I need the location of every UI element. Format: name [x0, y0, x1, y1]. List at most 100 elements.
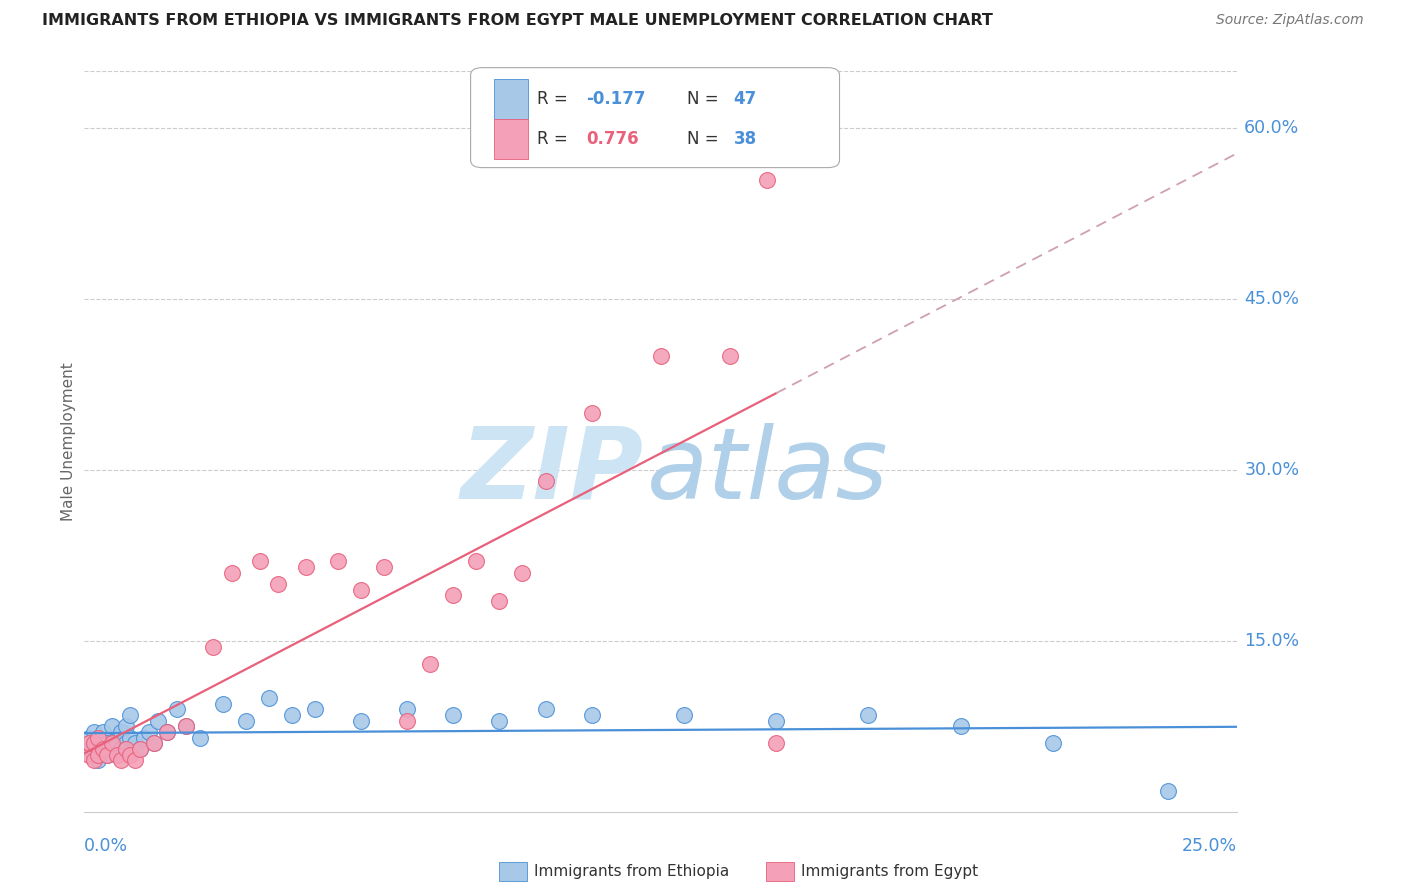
Point	[235, 714, 257, 728]
Point	[87, 747, 110, 762]
Point	[765, 714, 787, 728]
Point	[949, 719, 972, 733]
Point	[156, 725, 179, 739]
Text: 0.776: 0.776	[586, 130, 638, 148]
Point	[87, 754, 110, 768]
Point	[83, 754, 105, 768]
Point	[124, 754, 146, 768]
Point	[91, 742, 114, 756]
Point	[488, 594, 510, 608]
Point	[373, 559, 395, 574]
Point	[120, 707, 142, 722]
Point	[512, 566, 534, 580]
Point	[83, 725, 105, 739]
Point	[142, 736, 165, 750]
FancyBboxPatch shape	[494, 78, 529, 120]
Point	[304, 702, 326, 716]
Point	[581, 707, 603, 722]
Point	[77, 742, 100, 756]
FancyBboxPatch shape	[471, 68, 839, 168]
Text: 30.0%: 30.0%	[1244, 461, 1299, 479]
Point	[350, 582, 373, 597]
Point	[138, 725, 160, 739]
Point	[465, 554, 488, 568]
Point	[174, 719, 197, 733]
Point	[858, 707, 880, 722]
Point	[441, 707, 464, 722]
Y-axis label: Male Unemployment: Male Unemployment	[60, 362, 76, 521]
Text: Immigrants from Ethiopia: Immigrants from Ethiopia	[534, 864, 730, 879]
Text: 60.0%: 60.0%	[1244, 120, 1299, 137]
Point	[419, 657, 441, 671]
Point	[105, 736, 128, 750]
Point	[105, 747, 128, 762]
Point	[765, 736, 787, 750]
Point	[142, 736, 165, 750]
Point	[441, 588, 464, 602]
Point	[124, 736, 146, 750]
Text: 47: 47	[734, 90, 756, 108]
Text: ZIP: ZIP	[461, 423, 644, 520]
Text: R =: R =	[537, 130, 574, 148]
Point	[488, 714, 510, 728]
Point	[110, 725, 132, 739]
Text: -0.177: -0.177	[586, 90, 645, 108]
Point	[350, 714, 373, 728]
Point	[77, 731, 100, 745]
Text: R =: R =	[537, 90, 574, 108]
Point	[211, 697, 233, 711]
Point	[115, 742, 138, 756]
Point	[581, 406, 603, 420]
Point	[101, 736, 124, 750]
Text: 38: 38	[734, 130, 756, 148]
Point	[174, 719, 197, 733]
Point	[120, 731, 142, 745]
Text: 15.0%: 15.0%	[1244, 632, 1299, 650]
Point	[534, 475, 557, 489]
Point	[202, 640, 225, 654]
Point	[96, 747, 118, 762]
Point	[77, 736, 100, 750]
FancyBboxPatch shape	[494, 119, 529, 160]
Point	[101, 742, 124, 756]
Point	[91, 725, 114, 739]
Point	[257, 690, 280, 705]
Point	[534, 702, 557, 716]
Point	[128, 742, 150, 756]
Point	[134, 731, 156, 745]
Text: 45.0%: 45.0%	[1244, 290, 1299, 308]
Point	[650, 349, 672, 363]
Point	[672, 707, 695, 722]
Point	[166, 702, 188, 716]
Point	[146, 714, 169, 728]
Point	[96, 747, 118, 762]
Point	[87, 731, 110, 745]
Text: N =: N =	[688, 130, 724, 148]
Point	[120, 747, 142, 762]
Text: 25.0%: 25.0%	[1182, 837, 1237, 855]
Point	[249, 554, 271, 568]
Point	[91, 742, 114, 756]
Point	[96, 736, 118, 750]
Point	[128, 742, 150, 756]
Text: Source: ZipAtlas.com: Source: ZipAtlas.com	[1216, 13, 1364, 28]
Text: atlas: atlas	[647, 423, 889, 520]
Point	[83, 747, 105, 762]
Point	[221, 566, 243, 580]
Text: 0.0%: 0.0%	[84, 837, 128, 855]
Point	[115, 736, 138, 750]
Text: Immigrants from Egypt: Immigrants from Egypt	[801, 864, 979, 879]
Text: IMMIGRANTS FROM ETHIOPIA VS IMMIGRANTS FROM EGYPT MALE UNEMPLOYMENT CORRELATION : IMMIGRANTS FROM ETHIOPIA VS IMMIGRANTS F…	[42, 13, 993, 29]
Point	[718, 349, 741, 363]
Point	[396, 714, 419, 728]
Text: N =: N =	[688, 90, 724, 108]
Point	[110, 754, 132, 768]
Point	[326, 554, 349, 568]
Point	[110, 742, 132, 756]
Point	[77, 747, 100, 762]
Point	[101, 719, 124, 733]
Point	[396, 702, 419, 716]
Point	[87, 731, 110, 745]
Point	[294, 559, 316, 574]
Point	[1042, 736, 1064, 750]
